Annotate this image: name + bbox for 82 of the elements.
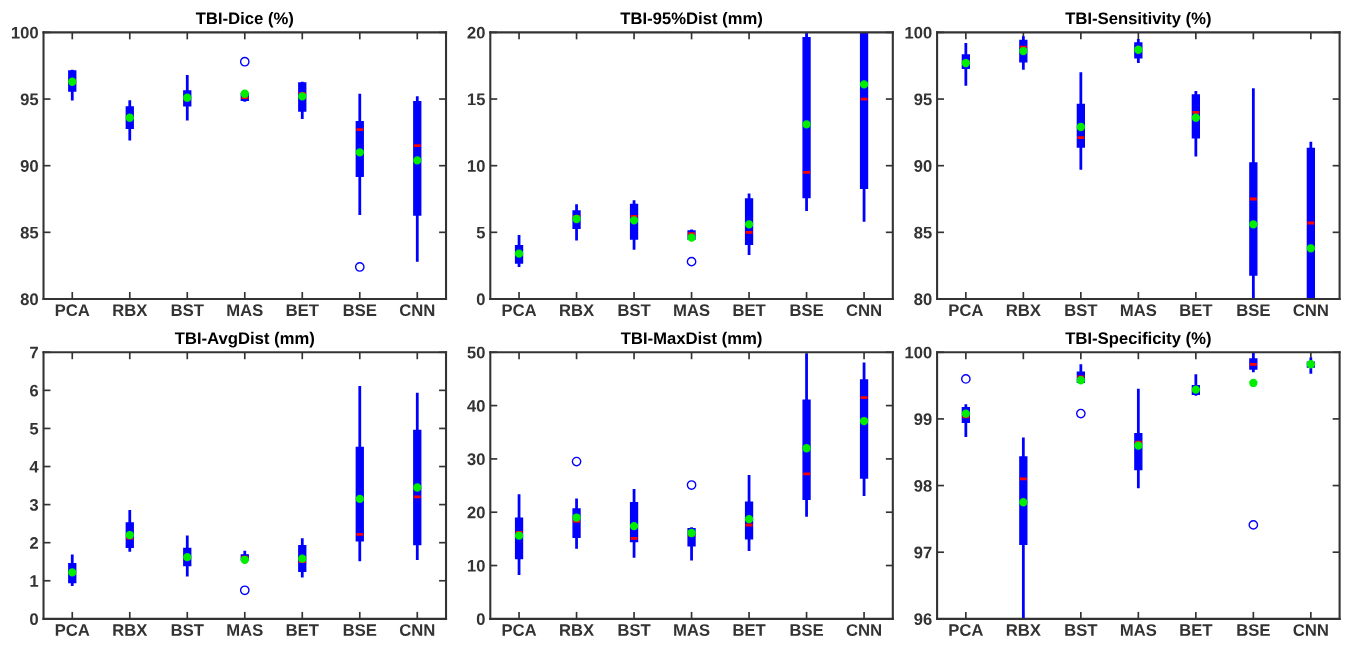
x-tick-label: BET	[733, 624, 766, 636]
x-tick-label: MAS	[674, 304, 710, 317]
y-tick-label: 4	[29, 461, 39, 473]
x-tick-label: CNN	[399, 624, 435, 636]
x-tick-label: RBX	[1006, 304, 1041, 316]
x-tick-label: MAS	[1120, 624, 1157, 636]
y-tick-label: 80	[914, 293, 932, 306]
y-tick-label: 96	[914, 613, 932, 626]
x-tick-label: BET	[733, 304, 766, 316]
x-tick-label: BET	[286, 304, 319, 316]
y-tick-label: 20	[467, 506, 485, 519]
x-tick-label: CNN	[846, 624, 881, 636]
x-tick-label: BET	[1180, 304, 1213, 316]
x-tick-label: BST	[618, 624, 651, 636]
y-tick-label: 30	[467, 453, 485, 466]
y-tick-label: 10	[467, 160, 485, 172]
y-tick-label: 90	[20, 160, 38, 172]
y-tick-label: 95	[20, 93, 39, 106]
x-tick-label: CNN	[1293, 304, 1328, 317]
y-tick-label: 98	[914, 479, 932, 492]
x-tick-label: BET	[286, 624, 319, 636]
x-tick-label: BST	[618, 304, 651, 317]
chart-title: TBI-MaxDist (mm)	[620, 331, 762, 348]
y-tick-label: 2	[29, 537, 38, 549]
x-tick-label: BSE	[790, 304, 824, 317]
y-tick-label: 99	[914, 413, 932, 426]
y-tick-label: 100	[11, 26, 38, 39]
y-tick-label: 100	[905, 346, 932, 359]
x-tick-label: CNN	[846, 304, 881, 317]
y-tick-label: 95	[914, 93, 932, 106]
y-tick-label: 80	[20, 293, 38, 306]
x-tick-label: PCA	[502, 304, 537, 317]
y-tick-label: 7	[30, 346, 38, 359]
y-tick-label: 5	[29, 423, 39, 435]
x-tick-label: PCA	[502, 624, 537, 636]
chart-title: TBI-Specificity (%)	[1065, 331, 1211, 348]
y-tick-label: 20	[467, 26, 485, 39]
x-tick-label: MAS	[674, 624, 710, 636]
x-tick-label: PCA	[949, 304, 983, 317]
chart-title: TBI-Dice (%)	[195, 11, 294, 28]
x-tick-label: CNN	[1293, 624, 1328, 636]
x-tick-label: BST	[1065, 624, 1098, 636]
x-tick-label: PCA	[949, 624, 983, 636]
x-tick-label: BST	[171, 624, 204, 636]
x-tick-label: PCA	[55, 304, 90, 317]
chart-title: TBI-AvgDist (mm)	[174, 331, 315, 348]
x-tick-label: BST	[1065, 304, 1098, 317]
y-tick-label: 85	[914, 226, 932, 239]
y-tick-label: 3	[29, 499, 39, 511]
x-tick-label: BSE	[343, 624, 377, 636]
x-tick-label: MAS	[227, 304, 263, 317]
x-tick-label: RBX	[113, 624, 148, 636]
y-tick-label: 90	[914, 160, 932, 172]
y-tick-label: 0	[30, 613, 38, 626]
x-tick-label: RBX	[113, 304, 148, 316]
y-tick-label: 1	[30, 575, 39, 587]
x-tick-label: RBX	[560, 624, 595, 636]
y-tick-label: 85	[20, 226, 39, 239]
x-tick-label: RBX	[1006, 624, 1041, 636]
x-tick-label: BET	[1180, 624, 1213, 636]
x-tick-label: BSE	[790, 624, 824, 636]
x-tick-label: BST	[171, 304, 204, 317]
y-tick-label: 97	[914, 546, 932, 559]
x-tick-label: MAS	[1120, 304, 1157, 317]
x-tick-label: CNN	[399, 304, 435, 317]
y-tick-label: 6	[30, 384, 39, 397]
y-tick-label: 5	[476, 226, 485, 239]
y-tick-label: 40	[467, 399, 485, 412]
x-tick-label: PCA	[55, 624, 90, 636]
x-tick-label: BSE	[1237, 304, 1270, 317]
y-tick-label: 100	[905, 26, 932, 39]
y-tick-label: 10	[467, 559, 485, 572]
y-tick-label: 50	[467, 346, 485, 359]
y-tick-label: 0	[476, 613, 485, 626]
y-tick-label: 0	[476, 293, 485, 306]
x-tick-label: BSE	[343, 304, 377, 317]
chart-title: TBI-95%Dist (mm)	[620, 11, 763, 28]
x-tick-label: MAS	[227, 624, 263, 636]
chart-title: TBI-Sensitivity (%)	[1065, 11, 1211, 28]
x-tick-label: RBX	[560, 304, 595, 316]
y-tick-label: 15	[467, 93, 485, 106]
x-tick-label: BSE	[1237, 624, 1270, 636]
